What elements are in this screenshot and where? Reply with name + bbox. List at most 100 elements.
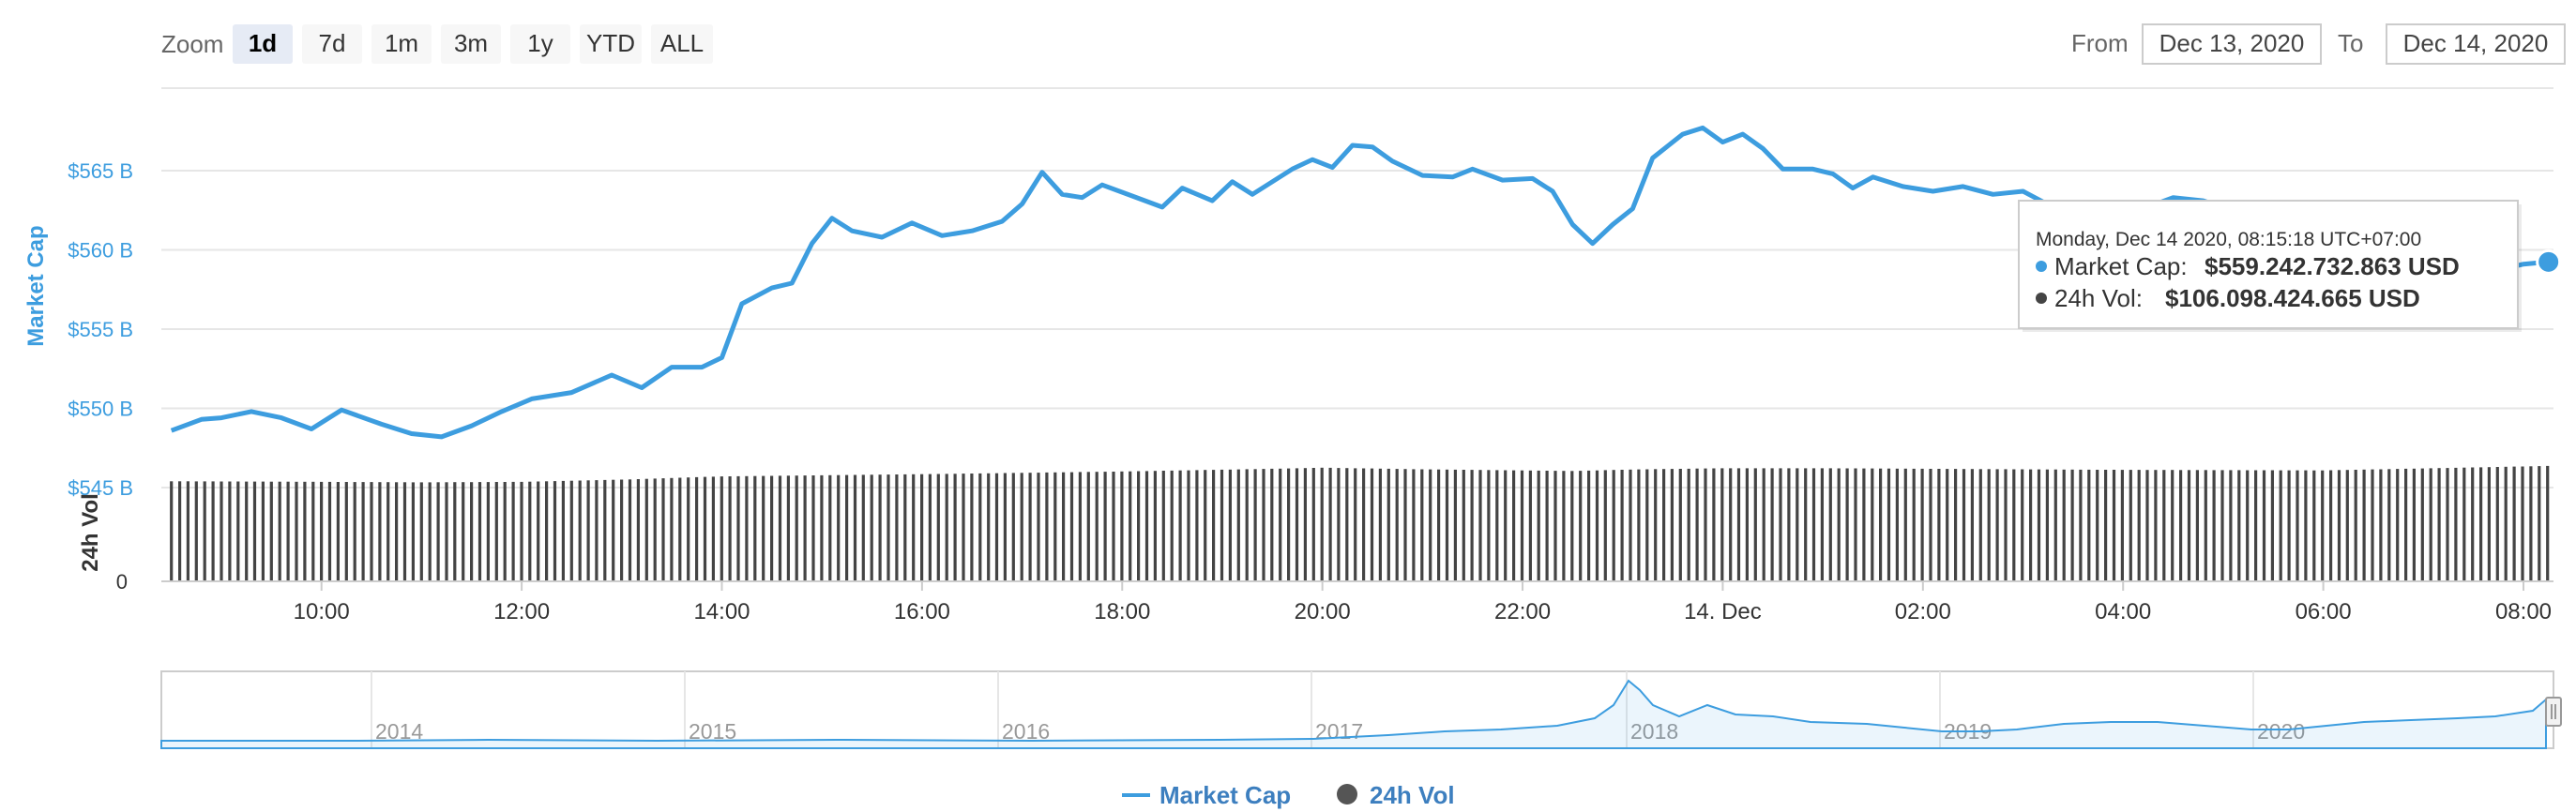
volume-bar [1562,471,1566,581]
volume-bar [586,480,590,581]
tooltip-vol-value: $106.098.424.665 USD [2165,284,2420,312]
volume-bar [928,474,932,581]
range-button-label: 1y [527,29,553,57]
volume-bar [1262,469,1265,581]
volume-bar [2420,468,2424,581]
volume-bar [2396,469,2400,581]
volume-bar [1504,470,1508,581]
volume-bar [2429,468,2432,581]
volume-bar [1779,468,1782,581]
legend-item-24h-vol[interactable]: 24h Vol [1337,781,1455,809]
range-button-label: 3m [454,29,488,57]
range-button-all[interactable]: ALL [651,24,713,64]
volume-bar [252,481,257,581]
volume-bar [778,475,782,581]
volume-bar [327,481,332,581]
volume-bar [545,481,549,581]
x-tick-label: 12:00 [493,599,550,624]
volume-bar [1520,470,1524,581]
volume-bar [1796,468,1799,581]
volume-bar [1144,471,1149,581]
volume-bar [970,474,974,581]
volume-bar [2546,465,2550,581]
volume-bar [1170,470,1174,581]
volume-bar [1429,469,1432,581]
volume-bar [1037,473,1040,581]
volume-bar [612,479,615,581]
range-button-ytd[interactable]: YTD [580,24,642,64]
volume-bar [1354,468,1357,581]
volume-bar [978,473,982,581]
x-tick-label: 16:00 [894,599,950,624]
volume-bar [2220,470,2224,581]
navigator-series [160,679,2547,749]
volume-bar [553,481,557,581]
volume-bar [178,481,182,581]
from-date-input[interactable] [2142,23,2322,65]
volume-bar [1553,471,1557,581]
volume-bar [1236,469,1240,581]
volume-bar [1095,472,1099,581]
volume-bar [2029,469,2033,581]
range-button-7d[interactable]: 7d [302,24,362,64]
volume-bar [1311,468,1315,581]
volume-bar [1579,471,1583,581]
volume-bar [653,478,657,581]
volume-bar [936,474,940,581]
volume-bar [2437,468,2441,581]
range-button-1m[interactable]: 1m [371,24,432,64]
navigator[interactable]: 2014201520162017201820192020 [160,670,2562,749]
volume-bar [728,476,732,581]
volume-bar [203,481,206,581]
volume-bar [2137,470,2141,581]
volume-bar [2212,470,2216,581]
volume-bar [1445,469,1449,581]
navigator-frame [160,670,2554,749]
volume-bar [878,474,882,581]
volume-bar [770,475,774,581]
volume-bar [1045,472,1049,581]
volume-bar [1804,468,1808,581]
volume-bar [2379,469,2383,581]
volume-bar [994,473,999,581]
x-tick-label: 08:00 [2495,599,2552,624]
y-axis-ticks: $545 B $550 B $555 B $560 B $565 B [68,159,133,500]
to-date-input[interactable] [2386,23,2566,65]
volume-bar [1129,471,1132,581]
volume-bar [1745,468,1749,581]
volume-bar [2279,470,2282,581]
volume-bar [2362,469,2366,581]
range-button-bg [371,24,432,64]
volume-bar [853,474,857,581]
navigator-handle[interactable] [2545,697,2562,727]
volume-bar [678,477,682,581]
legend-item-market-cap[interactable]: Market Cap [1122,781,1291,809]
volume-bar [2296,470,2299,581]
volume-bar [228,481,232,581]
range-button-bg [302,24,362,64]
volume-bar [1845,468,1849,581]
x-tick-label: 22:00 [1494,599,1551,624]
volume-bar [2412,468,2416,581]
tooltip-market-cap-dot [2036,261,2047,272]
x-tick-label: 02:00 [1895,599,1951,624]
volume-bar [353,482,356,581]
volume-bar [1395,469,1399,581]
volume-bar [1487,470,1491,581]
volume-bar [486,482,490,581]
volume-bar [2062,469,2066,581]
range-button-1y[interactable]: 1y [510,24,570,64]
volume-bar [2087,469,2091,581]
volume-bar [1153,471,1157,581]
volume-bar [1420,469,1424,581]
volume-bar [736,475,740,581]
volume-bar [1970,469,1974,581]
volume-bar [1086,472,1090,581]
range-button-1d[interactable]: 1d [233,24,293,64]
volume-bar [503,482,507,581]
volume-bar [1386,468,1390,581]
y-tick-label: $545 B [68,476,133,500]
range-button-3m[interactable]: 3m [441,24,501,64]
volume-bar [1695,468,1699,581]
volume-bar [2287,470,2291,581]
